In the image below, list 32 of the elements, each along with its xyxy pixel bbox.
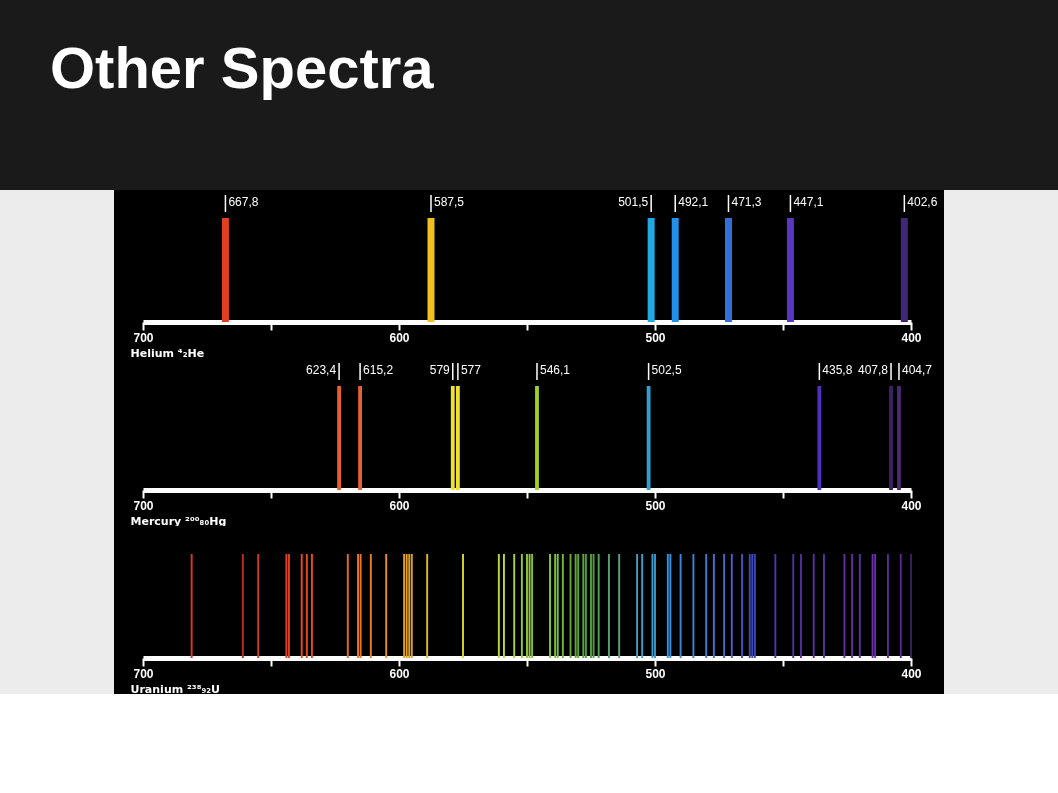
x-axis-title: Helium ⁴₂He	[130, 346, 205, 360]
annotation: 667,8	[228, 195, 259, 209]
annotation: 587,5	[434, 195, 465, 209]
x-tick-label: 500	[645, 666, 666, 681]
x-tick-label: 500	[645, 498, 666, 513]
annotation: 501,5	[618, 195, 649, 209]
x-tick-label: 700	[133, 330, 154, 345]
annotation: 404,7	[901, 363, 933, 377]
x-axis-title: Mercury ²⁰⁰₈₀Hg	[130, 514, 227, 528]
annotation: 579	[429, 363, 451, 377]
annotation: 623,4	[306, 363, 337, 377]
annotation: 492,1	[678, 195, 709, 209]
x-tick-label: 700	[133, 666, 154, 681]
x-tick-label: 600	[389, 330, 410, 345]
annotation: 407,8	[858, 363, 889, 377]
annotation: 435,8	[822, 363, 853, 377]
x-axis-title: Uranium ²³⁸₉₂U	[130, 682, 221, 696]
annotation: 447,1	[793, 195, 824, 209]
x-tick-label: 400	[901, 498, 922, 513]
annotation: 502,5	[651, 363, 682, 377]
x-tick-label: 600	[389, 666, 410, 681]
annotation: 546,1	[539, 363, 571, 377]
chart-title: Other Spectra	[50, 35, 435, 100]
x-tick-label: 700	[133, 498, 154, 513]
annotation: 615,2	[363, 363, 394, 377]
annotation: 577	[460, 363, 482, 377]
annotation: 471,3	[731, 195, 762, 209]
x-tick-label: 400	[901, 666, 922, 681]
x-tick-label: 400	[901, 330, 922, 345]
annotation: 402,6	[907, 195, 938, 209]
x-tick-label: 600	[389, 498, 410, 513]
x-tick-label: 500	[645, 330, 666, 345]
